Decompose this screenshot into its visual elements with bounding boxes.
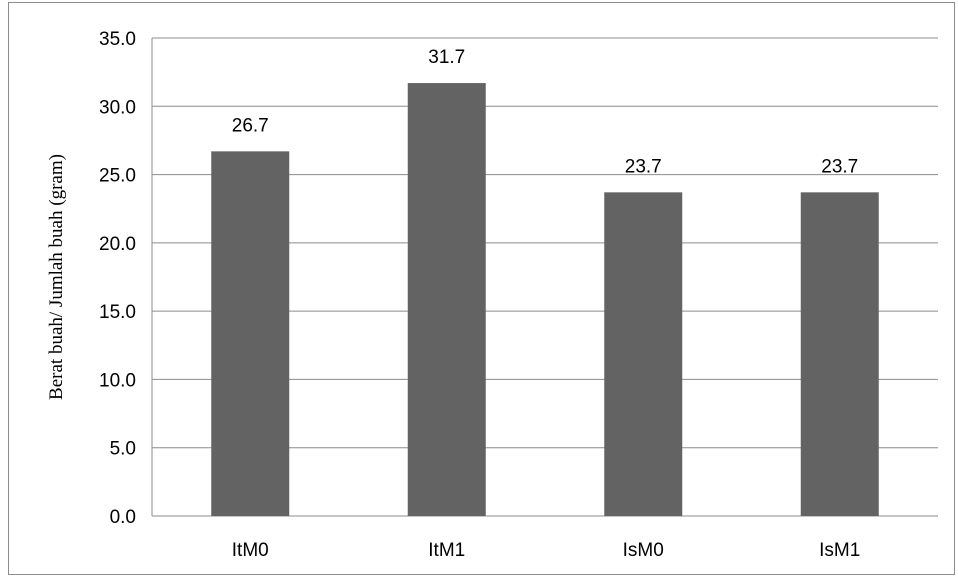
bar-layer — [211, 83, 879, 516]
bar-ism1 — [800, 192, 879, 516]
y-tick-label: 25.0 — [99, 166, 136, 187]
data-label-ism0: 23.7 — [625, 156, 662, 177]
bar-itm1 — [407, 83, 486, 516]
data-label-ism1: 23.7 — [821, 156, 858, 177]
x-tick-label-ism1: IsM1 — [819, 540, 860, 561]
bar-ism0 — [604, 192, 683, 516]
y-tick-label: 20.0 — [99, 234, 136, 255]
data-label-itm0: 26.7 — [232, 115, 269, 136]
label-layer: 0.0 5.0 10.0 15.0 20.0 25.0 30.0 35.0 26.7 ItM0 31… — [99, 29, 860, 561]
data-label-itm1: 31.7 — [428, 47, 465, 68]
y-tick-label: 10.0 — [99, 370, 136, 391]
x-tick-label-itm0: ItM0 — [232, 540, 269, 561]
y-tick-label: 0.0 — [110, 507, 136, 528]
y-tick-label: 30.0 — [99, 97, 136, 118]
y-tick-label: 35.0 — [99, 29, 136, 50]
y-tick-label: 15.0 — [99, 302, 136, 323]
y-axis-title: Berat buah/ Jumlah buah (gram) — [46, 154, 67, 400]
x-tick-label-itm1: ItM1 — [428, 540, 465, 561]
x-tick-label-ism0: IsM0 — [623, 540, 664, 561]
bar-itm0 — [211, 151, 290, 516]
y-tick-label: 5.0 — [110, 439, 136, 460]
